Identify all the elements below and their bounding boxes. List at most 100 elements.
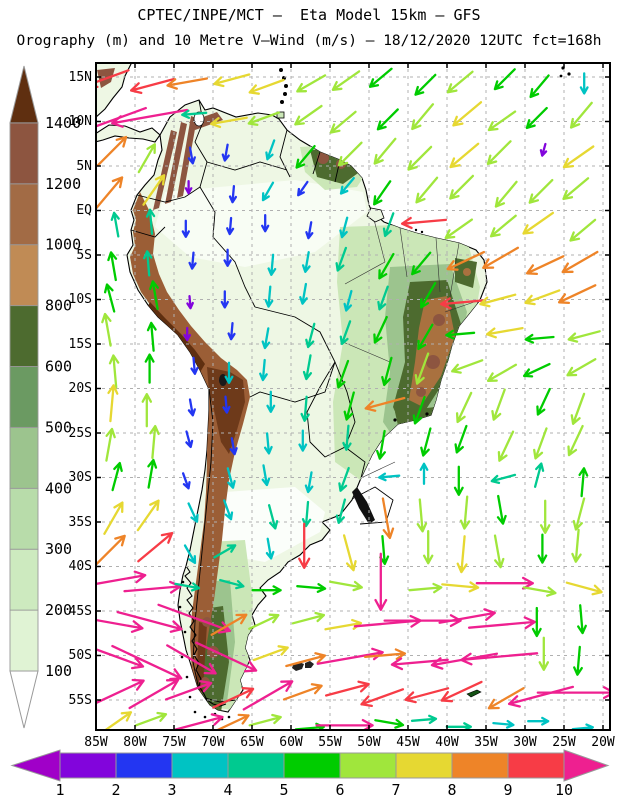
orography-tick-label: 800 [45,297,72,315]
wind-arrow [103,283,116,313]
wind-arrow [561,250,599,274]
wind-arrow [187,398,196,417]
wind-arrow [529,74,550,99]
lat-tick-label: EQ [76,203,92,218]
wind-arrow [374,552,388,611]
wind-arrow [336,359,350,389]
wind-arrow [497,430,515,462]
wind-arrow [111,461,123,492]
wind-segment [59,752,117,779]
orography-segment [9,122,39,185]
wind-arrow [342,534,357,572]
lon-tick-label: 35W [474,735,498,750]
lon-tick-label: 45W [396,735,420,750]
wind-arrow [496,494,507,525]
wind-arrow [537,533,548,564]
lon-tick-label: 40W [435,735,459,750]
wind-arrow [562,145,595,169]
orography-segment [9,609,39,672]
wind-arrow [539,142,548,157]
wind-arrow [567,424,584,457]
wind-arrow [414,73,437,96]
wind-arrow [343,289,353,312]
wind-below-min-arrow [10,749,61,782]
island-cape-verde [559,74,563,78]
wind-arrow [95,69,130,89]
island-cape-verde [567,72,571,76]
wind-arrow [527,716,550,726]
wind-arrow [376,108,399,131]
amazon-lowland [155,180,367,267]
wind-arrow [486,363,518,382]
wind-arrow [222,395,231,414]
lagoa-dos-patos [352,487,375,524]
wind-arrow [107,384,119,423]
wind-arrow [185,430,194,449]
wind-arrow [417,323,434,351]
lon-tick-label: 60W [279,735,303,750]
wind-arrow [335,498,347,524]
wind-arrow [536,387,551,416]
wind-arrow [364,396,406,412]
wind-arrow [298,429,308,452]
wind-arrow [454,424,468,454]
wind-arrow [149,280,159,311]
wind-arrow [440,680,483,703]
wind-arrow [226,216,235,236]
orography-segment [9,244,39,307]
wind-arrow [210,116,248,129]
wind-arrow [522,586,557,597]
wind-arrow [451,359,484,374]
wind-arrow [378,472,401,482]
wind-arrow [96,135,128,167]
wind-arrow [329,110,357,134]
orography-segment [9,426,39,489]
lon-tick-label: 70W [201,735,225,750]
wind-arrow [412,395,426,425]
wind-arrow [166,77,209,90]
wind-arrow [415,176,439,204]
wind-arrow [259,358,268,382]
wind-arrow [105,427,116,462]
wind-arrow [187,146,196,165]
wind-arrow [248,613,280,630]
wind-arrow [305,221,314,240]
wind-arrow [282,683,323,701]
wind-arrow [220,290,229,309]
wind-arrow [479,293,517,308]
wind-arrow [248,713,282,727]
wind-arrow [570,392,586,425]
wind-arrow [261,181,275,202]
wind-arrow [411,103,435,131]
wind-arrow [493,68,516,91]
wind-arrow [339,216,349,239]
wind-arrow [263,432,273,455]
lat-tick-label: 10N [68,114,92,129]
wind-arrow [294,104,323,126]
wind-arrow [297,180,309,197]
wind-arrow [449,174,475,200]
wind-arrow [531,606,542,638]
wind-arrow [213,73,251,88]
wind-arrow [566,358,597,377]
wind-tick-label: 10 [555,781,573,798]
city-dot [393,418,397,422]
island-south-georgia [466,689,482,698]
wind-arrow [373,315,388,344]
wind-arrow [533,462,545,488]
wind-arrow [302,354,313,381]
wind-arrow [223,499,234,521]
wind-arrow [373,137,397,165]
land-panama [95,124,161,143]
orography-above-max-arrow [9,65,39,124]
wind-arrow [456,535,468,574]
wind-arrow [136,499,160,532]
wind-arrow [145,208,156,235]
wind-arrow [301,500,312,528]
wind-arrow [374,718,405,729]
wind-arrow [324,680,370,697]
orography-tick-label: 400 [45,479,72,497]
wind-arrow [251,585,282,596]
wind-arrow [166,644,217,675]
wind-arrow [228,185,238,204]
